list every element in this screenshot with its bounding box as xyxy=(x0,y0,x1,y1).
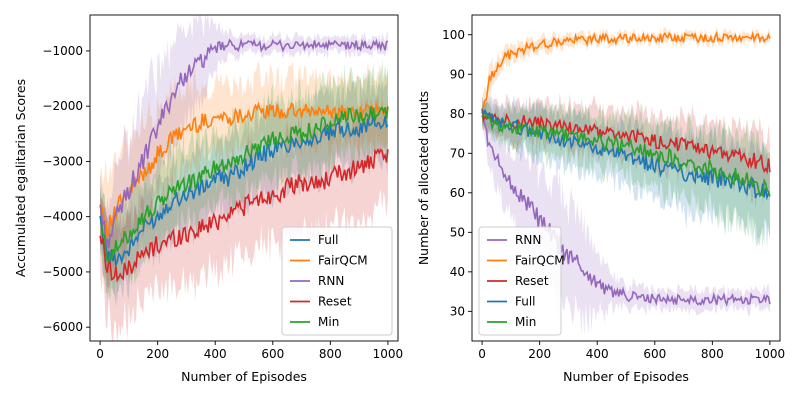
x-tick-label: 1000 xyxy=(373,347,404,361)
right-x-axis-label: Number of Episodes xyxy=(563,369,689,384)
y-tick-label: 30 xyxy=(450,304,465,318)
left-legend: Full FairQCM RNN Reset Min xyxy=(281,226,393,336)
series-line-rnn xyxy=(481,115,771,307)
series-line-min xyxy=(481,112,771,198)
axes-frame xyxy=(471,14,781,342)
y-tick-label: −3000 xyxy=(42,154,83,168)
x-tick-label: 800 xyxy=(701,347,724,361)
band-fairqcm xyxy=(100,60,388,289)
x-tick-label: 400 xyxy=(586,347,609,361)
legend-label-full: Full xyxy=(318,233,339,247)
left-y-axis-label: Accumulated egalitarian Scores xyxy=(13,79,28,277)
y-tick-label: 70 xyxy=(450,146,465,160)
legend-label-rnn: RNN xyxy=(318,274,344,288)
y-tick-label: 100 xyxy=(442,28,465,42)
y-tick-label: −4000 xyxy=(42,210,83,224)
y-tick-label: 80 xyxy=(450,107,465,121)
legend-label-min: Min xyxy=(318,315,339,329)
right-chart-panel: 0 200 400 600 800 1000 30 40 50 60 70 80 90 100 Numbe… xyxy=(416,14,786,384)
x-tick-label: 400 xyxy=(204,347,227,361)
right-legend: RNN FairQCM Reset Full Min xyxy=(478,226,565,336)
y-tick-label: 60 xyxy=(450,186,465,200)
y-tick-label: 50 xyxy=(450,225,465,239)
y-tick-label: 90 xyxy=(450,67,465,81)
x-tick-label: 1000 xyxy=(755,347,786,361)
y-tick-label: 40 xyxy=(450,265,465,279)
x-tick-label: 0 xyxy=(96,347,104,361)
legend-box xyxy=(478,226,562,336)
legend-label-min: Min xyxy=(515,315,536,329)
right-y-axis-label: Number of allocated donuts xyxy=(416,91,431,265)
legend-label-reset: Reset xyxy=(318,295,352,309)
x-tick-label: 800 xyxy=(319,347,342,361)
band-reset xyxy=(100,93,388,341)
x-tick-label: 600 xyxy=(261,347,284,361)
legend-label-fairqcm: FairQCM xyxy=(318,254,368,268)
x-tick-label: 200 xyxy=(528,347,551,361)
series-line-fairqcm xyxy=(99,101,389,237)
left-x-axis-label: Number of Episodes xyxy=(181,369,307,384)
band-rnn xyxy=(100,15,388,288)
legend-label-rnn: RNN xyxy=(515,233,541,247)
series-line-min xyxy=(99,106,389,263)
x-tick-label: 200 xyxy=(146,347,169,361)
x-tick-label: 0 xyxy=(478,347,486,361)
band-full xyxy=(100,70,388,308)
axes-frame xyxy=(89,14,399,342)
confidence-bands xyxy=(100,15,388,341)
series-line-fairqcm xyxy=(481,30,771,114)
series-line-reset xyxy=(481,108,771,175)
y-tick-label: −2000 xyxy=(42,99,83,113)
x-tick-label: 600 xyxy=(643,347,666,361)
legend-label-fairqcm: FairQCM xyxy=(515,254,565,268)
y-tick-label: −5000 xyxy=(42,265,83,279)
band-reset xyxy=(482,92,770,211)
legend-box xyxy=(281,226,393,336)
left-plot-area: 0 200 400 600 800 1000 −6000 −5000 −4000 −3000 −20… xyxy=(42,14,404,361)
legend-label-reset: Reset xyxy=(515,274,549,288)
series-lines xyxy=(99,37,389,283)
y-tick-label: −6000 xyxy=(42,320,83,334)
band-min xyxy=(100,58,388,304)
series-line-reset xyxy=(99,147,389,283)
legend-label-full: Full xyxy=(515,295,536,309)
y-tick-label: −1000 xyxy=(42,44,83,58)
left-chart-panel: 0 200 400 600 800 1000 −6000 −5000 −4000 −3000 −20… xyxy=(13,14,404,384)
series-line-rnn xyxy=(99,37,389,249)
band-fairqcm xyxy=(482,26,770,129)
series-line-full xyxy=(99,114,389,266)
series-lines xyxy=(481,30,771,307)
